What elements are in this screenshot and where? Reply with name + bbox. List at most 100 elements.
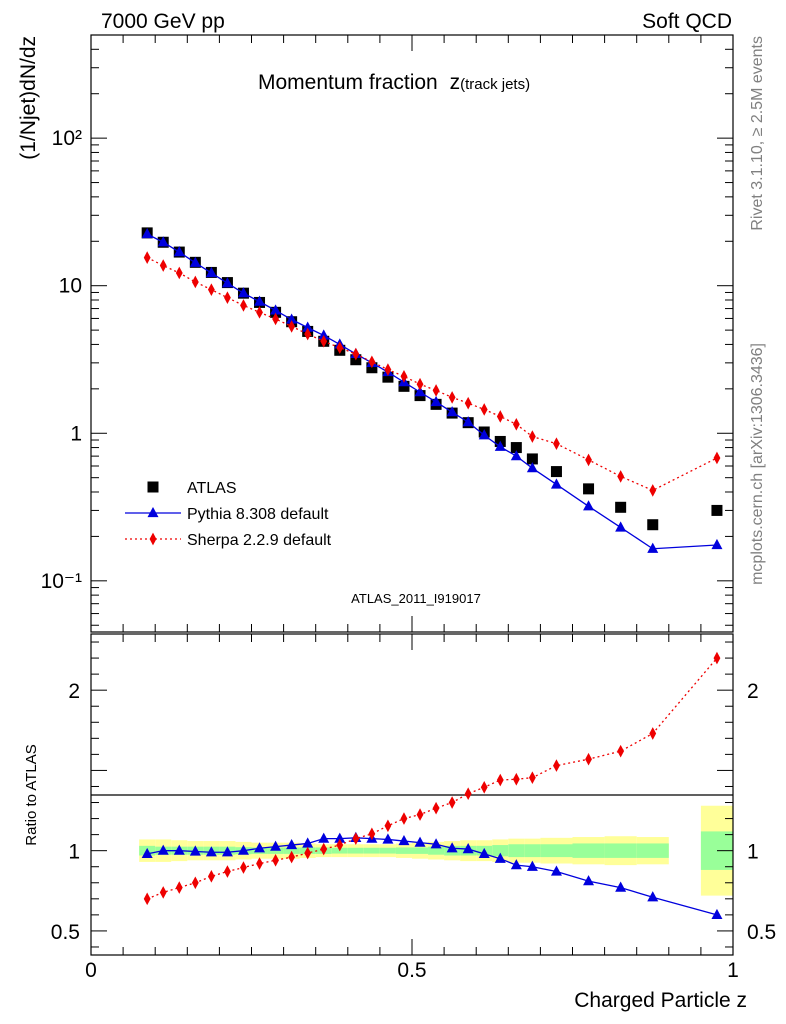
ratio-pythia-8-308-default-point [189, 845, 201, 856]
stat-uncertainty-band [347, 847, 364, 854]
sherpa-2-2-9-default-point [159, 259, 167, 272]
ratio-sherpa-2-2-9-default-line [146, 657, 718, 900]
ratio-pythia-8-308-default-point [615, 881, 627, 892]
ratio-y-tick-label-right: 0.5 [747, 921, 776, 944]
pythia-8-308-default-point [286, 313, 298, 324]
sherpa-2-2-9-default-point [480, 403, 488, 416]
ratio-pythia-8-308-default-point [583, 875, 595, 886]
pythia-8-308-default-point [302, 321, 314, 332]
sherpa-2-2-9-default-point [553, 437, 560, 451]
ratio-sherpa-2-2-9-default-point [240, 861, 247, 874]
pythia-8-308-default-point [526, 462, 538, 473]
mcplots-reference-label: mcplots.cern.ch [arXiv:1306.3436] [749, 343, 766, 585]
pythia-8-308-default-point [141, 227, 153, 239]
sherpa-2-2-9-default-point [585, 453, 592, 467]
legend-atlas-marker [147, 481, 159, 493]
ratio-pythia-8-308-default-point [237, 844, 249, 855]
ratio-plot-frame [90, 633, 734, 956]
pythia-8-308-default-point [221, 277, 233, 288]
sherpa-2-2-9-default-point [496, 410, 504, 423]
ratio-sherpa-2-2-9-default-point [159, 886, 167, 899]
sherpa-2-2-9-default-point [617, 470, 625, 483]
sherpa-2-2-9-default-point [713, 451, 721, 465]
sherpa-2-2-9-default-point [448, 391, 456, 404]
main-plot-frame [90, 34, 734, 633]
x-tick-label: 0.5 [397, 959, 426, 982]
atlas-point [615, 501, 627, 513]
ratio-pythia-8-308-default-point [478, 847, 490, 859]
sherpa-2-2-9-default-line [146, 257, 718, 492]
ratio-sherpa-2-2-9-default-point [304, 846, 312, 860]
main-y-axis-label: (1/Njet)dN/dz [17, 36, 40, 160]
ratio-pythia-8-308-default-point [157, 844, 169, 855]
pythia-8-308-default-point [446, 406, 458, 417]
ratio-pythia-8-308-default-point [221, 846, 233, 857]
ratio-sherpa-2-2-9-default-point [224, 865, 231, 878]
main-series-layer [141, 227, 723, 553]
sherpa-2-2-9-default-point [384, 363, 392, 376]
stat-uncertainty-band [412, 847, 429, 854]
ratio-pythia-8-308-default-point [318, 832, 330, 843]
sherpa-2-2-9-default-point [512, 417, 520, 431]
pythia-8-308-default-point [510, 450, 522, 461]
ratio-pythia-8-308-default-point [446, 842, 458, 853]
analysis-watermark: ATLAS_2011_I919017 [351, 591, 481, 606]
legend-pythia-8-308-default-marker [147, 506, 159, 518]
main-y-tick-label: 1 [70, 422, 82, 445]
sherpa-2-2-9-default-point [416, 377, 424, 391]
stat-uncertainty-band [395, 847, 412, 854]
sherpa-2-2-9-default-point [336, 341, 344, 355]
atlas-point [526, 453, 538, 465]
ratio-pythia-8-308-default-point [286, 839, 298, 850]
ratio-sherpa-2-2-9-default-point [272, 853, 279, 867]
atlas-point [583, 483, 595, 495]
ratio-pythia-8-308-default-point [414, 836, 426, 847]
ratio-sherpa-2-2-9-default-point [713, 651, 721, 665]
ratio-y-tick-label-left: 1 [68, 841, 80, 864]
ratio-pythia-8-308-default-point [205, 846, 217, 857]
stat-uncertainty-band [283, 847, 300, 854]
ratio-sherpa-2-2-9-default-point [400, 812, 408, 825]
ratio-sherpa-2-2-9-default-point [496, 773, 504, 787]
sherpa-2-2-9-default-point [320, 334, 328, 348]
pythia-8-308-default-point [270, 304, 282, 315]
pythia-8-308-default-point [430, 395, 442, 407]
main-y-tick-label: 10² [52, 127, 82, 150]
ratio-pythia-8-308-default-point [462, 843, 474, 854]
ratio-y-axis-label: Ratio to ATLAS [23, 744, 40, 845]
stat-uncertainty-band [492, 845, 509, 857]
ratio-pythia-8-308-default-point [382, 833, 394, 844]
atlas-point [711, 504, 723, 516]
atlas-point [398, 380, 410, 392]
ratio-sherpa-2-2-9-default-point [288, 850, 296, 864]
atlas-point [382, 371, 394, 383]
sherpa-2-2-9-default-point [649, 484, 657, 497]
ratio-y-tick-label-left: 0.5 [51, 921, 80, 944]
sherpa-2-2-9-default-point [352, 347, 360, 361]
legend-atlas-label: ATLAS [187, 480, 237, 497]
ratio-sherpa-2-2-9-default-point [175, 881, 183, 894]
pythia-8-308-default-point [711, 538, 723, 550]
header-process-label: Soft QCD [642, 10, 732, 33]
x-tick-label: 1 [727, 959, 739, 982]
ratio-series-layer [141, 651, 723, 919]
sherpa-2-2-9-default-point [432, 384, 440, 397]
atlas-point [550, 466, 562, 478]
pythia-8-308-default-point [318, 329, 330, 340]
pythia-8-308-default-point [237, 287, 249, 298]
stat-uncertainty-band [572, 843, 605, 858]
legend: ATLAS Pythia 8.308 default Sherpa 2.2.9 de… [125, 480, 332, 549]
ratio-sherpa-2-2-9-default-point [384, 819, 392, 833]
pythia-8-308-default-point [205, 266, 217, 278]
stat-uncertainty-band [379, 847, 396, 854]
ratio-sherpa-2-2-9-default-point [553, 759, 560, 772]
main-y-tick-label: 10 [59, 275, 82, 298]
sherpa-2-2-9-default-point [256, 306, 263, 319]
ratio-sherpa-2-2-9-default-point [336, 838, 344, 852]
ratio-y-tick-label-right: 2 [747, 680, 759, 703]
ratio-sherpa-2-2-9-default-point [207, 870, 215, 883]
main-title-text: Momentum fraction [258, 71, 438, 94]
main-title-subscript: z(track jets) [450, 71, 531, 94]
atlas-point [647, 519, 659, 531]
